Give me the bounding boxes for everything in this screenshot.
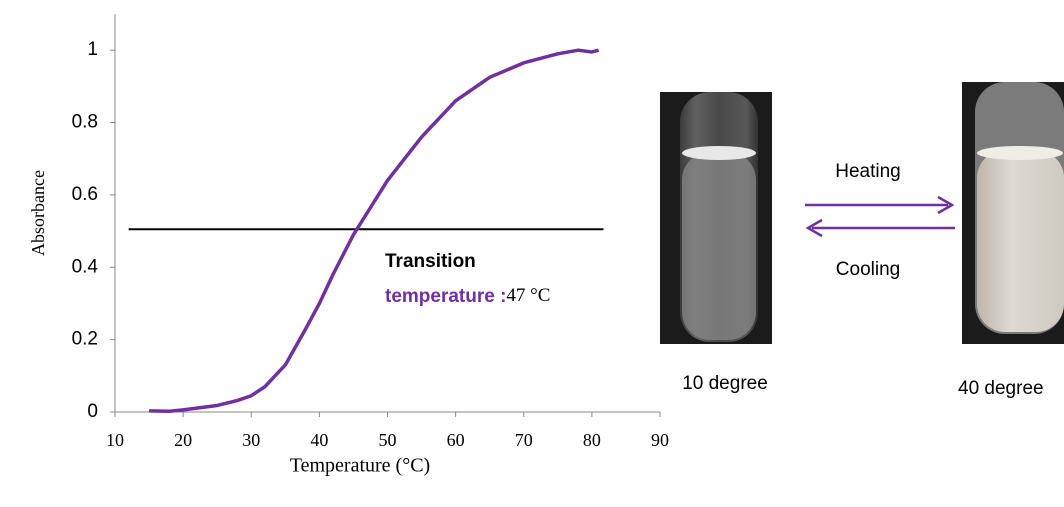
cooling-label: Cooling xyxy=(836,259,900,280)
x-tick-label: 30 xyxy=(242,430,260,450)
arrow-head xyxy=(805,218,823,238)
annotation: Transition xyxy=(385,251,476,272)
annotation: temperature : xyxy=(385,286,506,307)
heating-label: Heating xyxy=(835,161,901,182)
data-line xyxy=(149,48,600,414)
annotation-value: 47 °C xyxy=(506,285,550,306)
y-tick-label: 0.2 xyxy=(72,329,98,350)
x-tick-label: 40 xyxy=(310,430,328,450)
x-tick-label: 10 xyxy=(106,430,124,450)
x-axis-label: Temperature (°C) xyxy=(290,455,430,477)
foam xyxy=(977,146,1063,160)
y-tick-label: 0.4 xyxy=(72,256,99,277)
annotation: temperature :47 °C xyxy=(385,285,550,307)
arrow-head xyxy=(937,195,955,215)
caption: 40 degree xyxy=(958,378,1044,399)
x-tick-label: 50 xyxy=(379,430,397,450)
y-tick-label: 0.8 xyxy=(72,112,98,133)
x-tick-label: 90 xyxy=(651,430,669,450)
foam xyxy=(682,146,756,160)
y-axis-label: Absorbance xyxy=(28,170,48,256)
x-tick-label: 70 xyxy=(515,430,533,450)
x-tick-label: 20 xyxy=(174,430,192,450)
y-tick-label: 0 xyxy=(87,401,98,422)
y-tick-label: 0.6 xyxy=(72,184,98,205)
x-tick-label: 60 xyxy=(447,430,465,450)
liquid xyxy=(977,150,1064,332)
liquid xyxy=(682,152,756,340)
x-tick-label: 80 xyxy=(583,430,601,450)
caption: 10 degree xyxy=(682,373,768,394)
y-tick-label: 1 xyxy=(87,39,98,60)
